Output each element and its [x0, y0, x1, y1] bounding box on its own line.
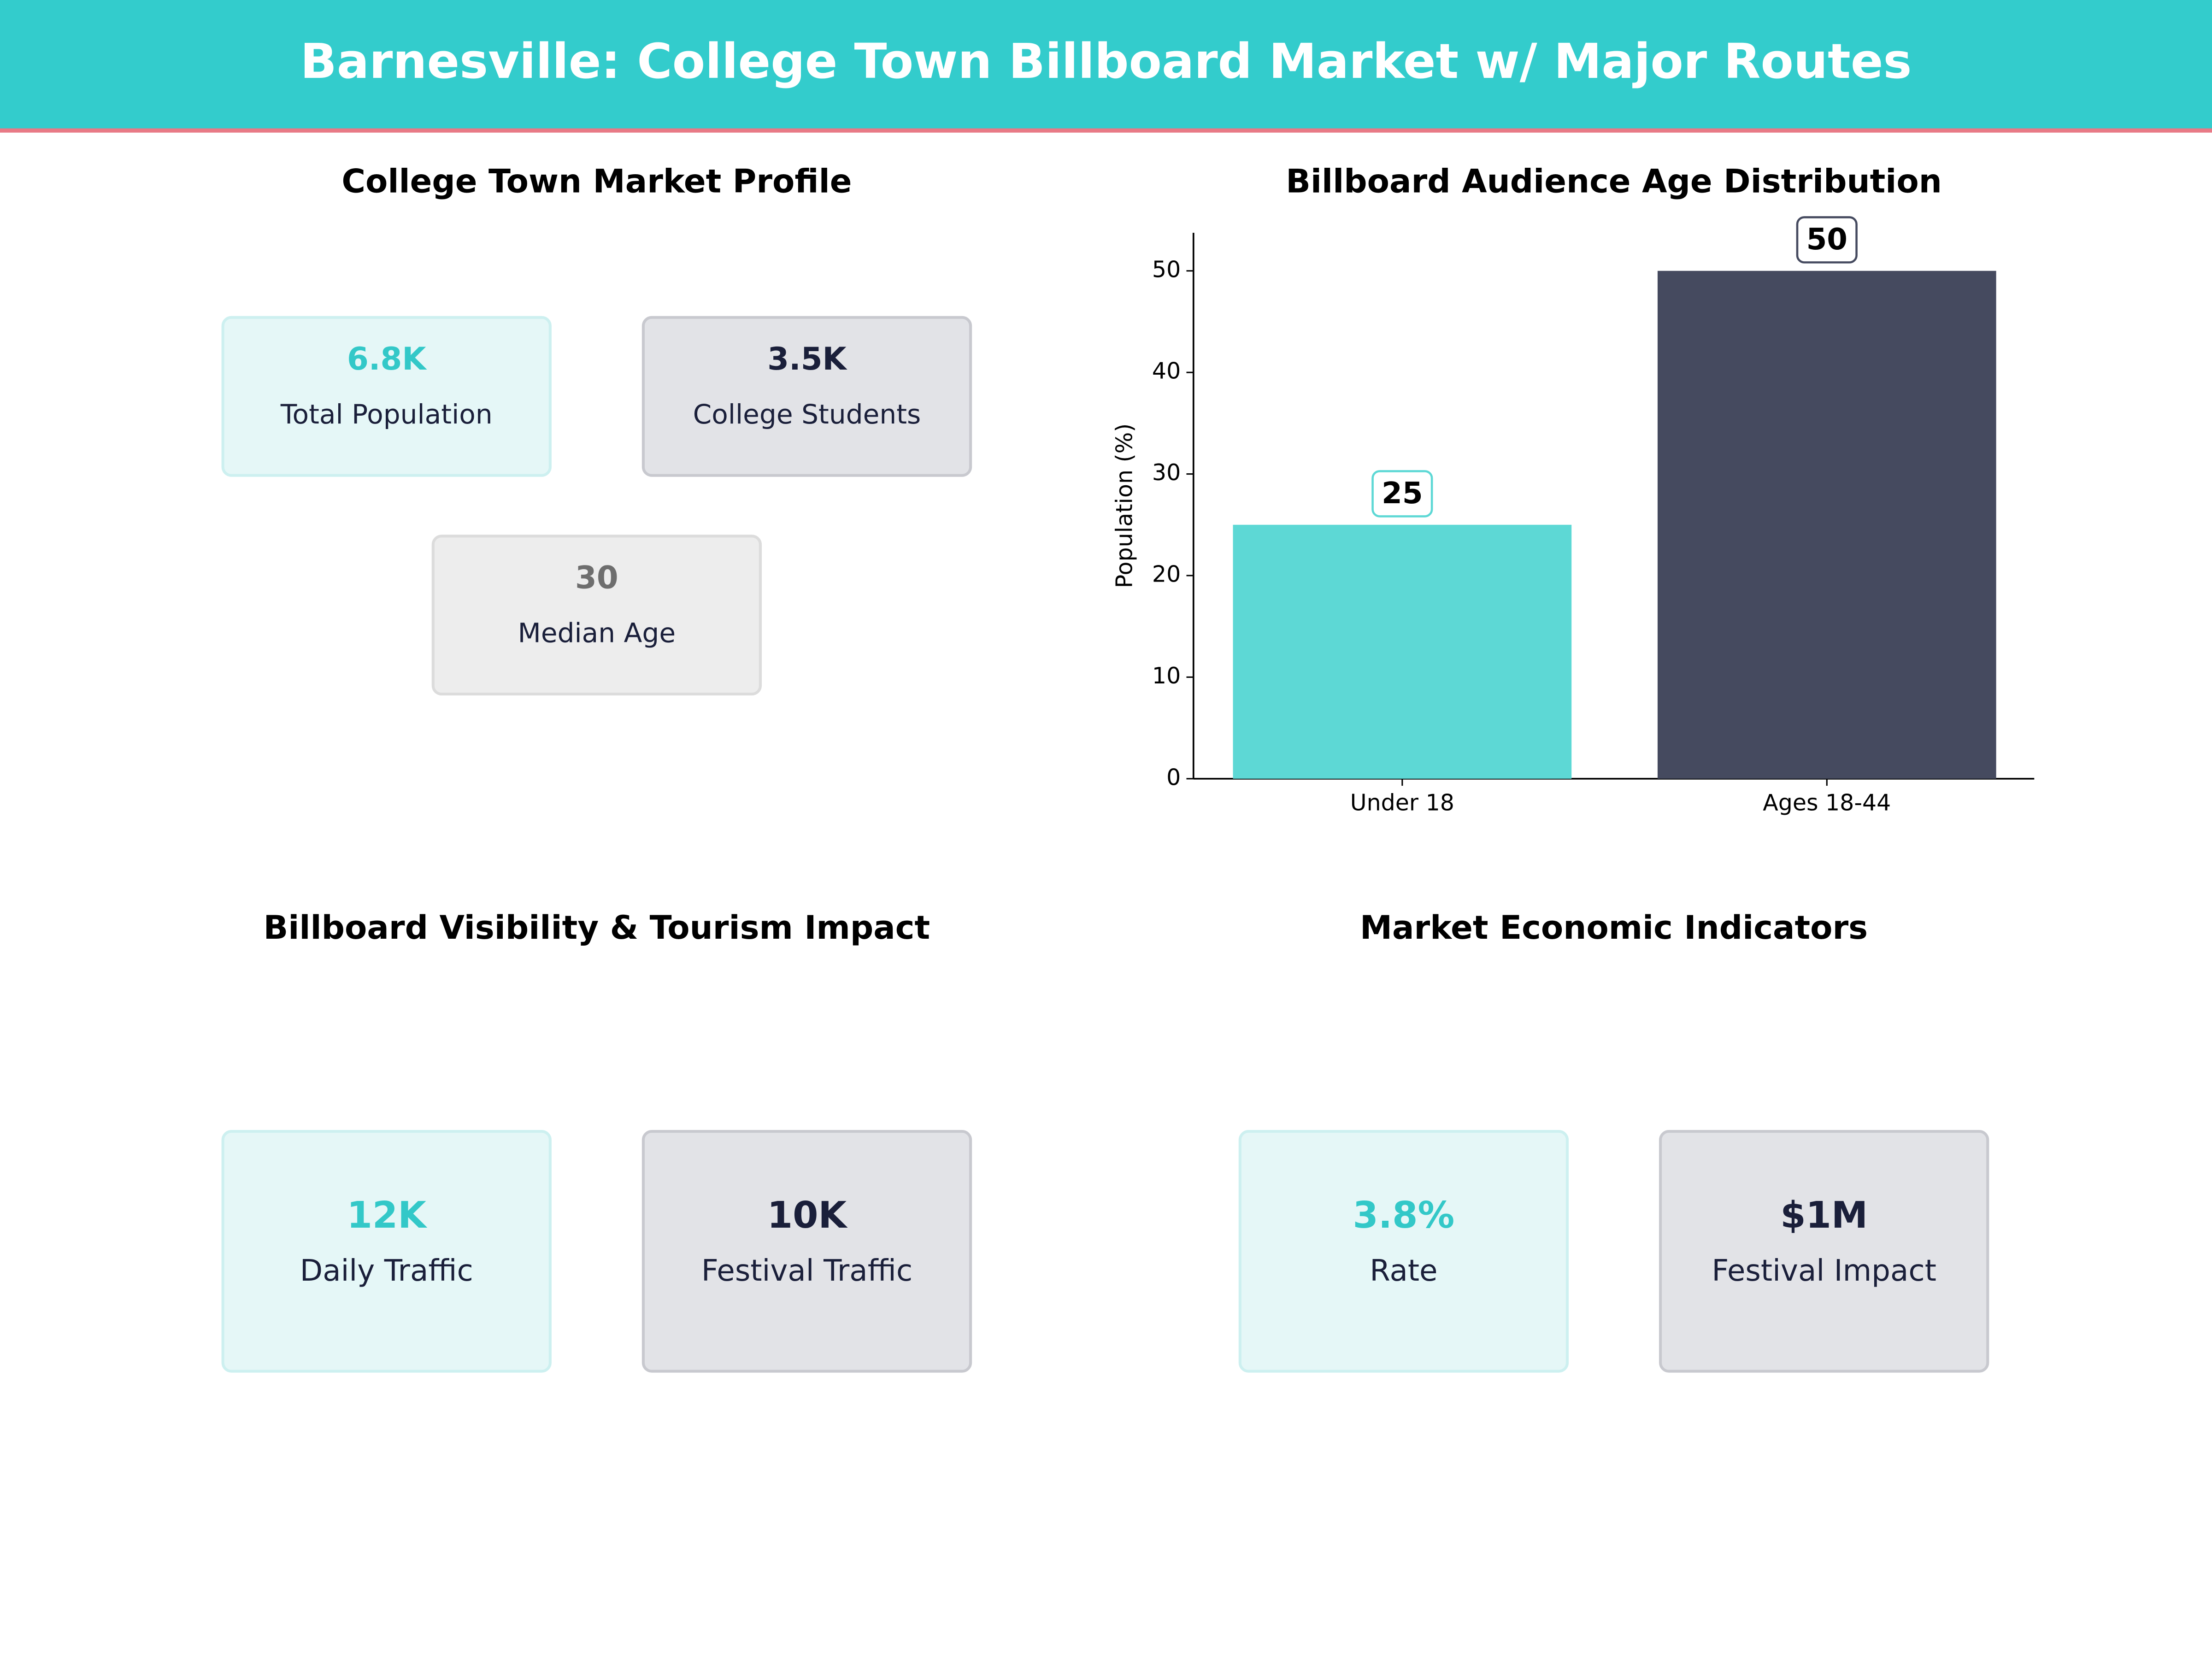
y-axis-label: Population (%): [1111, 424, 1137, 588]
kpi-label: Rate: [1370, 1253, 1437, 1288]
kpi-card: [641, 316, 972, 477]
x-tick-label: Ages 18-44: [1763, 789, 1891, 816]
panel-title: Market Economic Indicators: [1360, 909, 1868, 947]
y-tick-label: 0: [1166, 764, 1181, 790]
kpi-value: 10K: [767, 1194, 848, 1236]
bar: [1657, 271, 1996, 779]
y-tick-label: 10: [1152, 663, 1181, 689]
kpi-card: [431, 535, 762, 696]
kpi-card: [221, 1130, 552, 1373]
value-label: 50: [1806, 222, 1847, 257]
y-tick-label: 30: [1152, 459, 1181, 486]
x-tick-label: Under 18: [1350, 789, 1454, 816]
chart-title: Billboard Audience Age Distribution: [1286, 162, 1942, 200]
kpi-value: 12K: [347, 1194, 428, 1236]
kpi-value: $1M: [1780, 1194, 1868, 1236]
kpi-label: College Students: [693, 399, 921, 430]
header-rule: [0, 128, 2212, 133]
page-title: Barnesville: College Town Billboard Mark…: [300, 33, 1912, 89]
kpi-label: Total Population: [280, 399, 493, 430]
value-label-box: [1371, 470, 1433, 518]
y-tick-label: 20: [1152, 561, 1181, 587]
kpi-label: Festival Traffic: [701, 1253, 912, 1288]
kpi-value: 30: [575, 559, 618, 596]
header-bar: [0, 0, 2212, 130]
bar: [1233, 524, 1572, 779]
y-tick-label: 40: [1152, 358, 1181, 384]
y-tick-label: 50: [1152, 256, 1181, 282]
kpi-value: 6.8K: [347, 341, 427, 377]
value-label: 25: [1382, 476, 1423, 511]
kpi-card: [1659, 1130, 1989, 1373]
value-label-box: [1796, 216, 1858, 264]
kpi-label: Festival Impact: [1712, 1253, 1936, 1288]
kpi-value: 3.8%: [1353, 1194, 1455, 1236]
kpi-label: Median Age: [518, 618, 676, 649]
kpi-card: [641, 1130, 972, 1373]
kpi-value: 3.5K: [767, 341, 847, 377]
kpi-card: [1238, 1130, 1569, 1373]
panel-title: Billboard Visibility & Tourism Impact: [264, 909, 930, 947]
kpi-label: Daily Traffic: [300, 1253, 473, 1288]
panel-title: College Town Market Profile: [341, 162, 852, 200]
kpi-card: [221, 316, 552, 477]
